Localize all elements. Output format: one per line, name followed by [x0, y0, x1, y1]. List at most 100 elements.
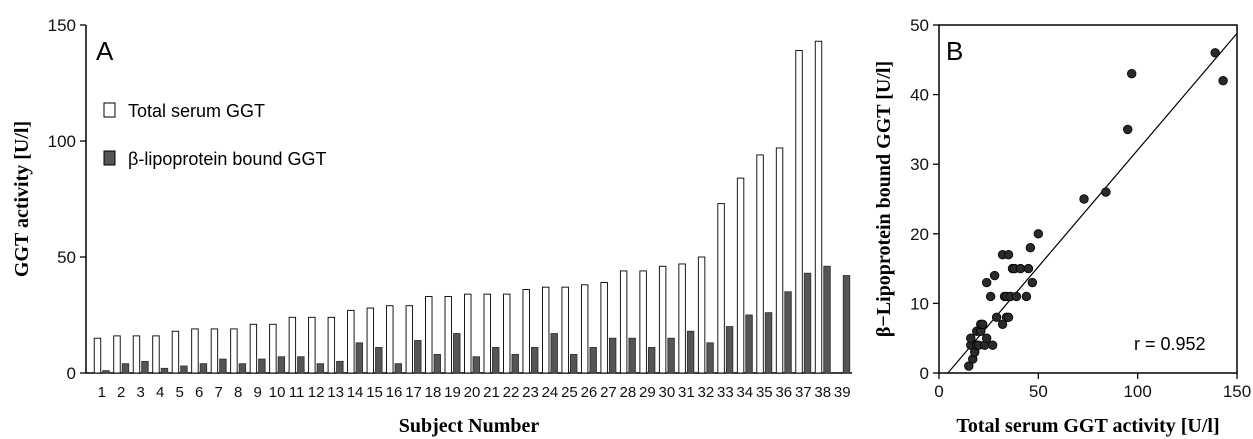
panel-a-x-tick-label: 20 — [464, 384, 481, 401]
panel-a-x-tick-label: 9 — [253, 384, 261, 401]
bar-total-serum-ggt — [658, 265, 667, 374]
panel-b-y-tick-label: 20 — [910, 225, 929, 244]
panel-a-x-tick-label: 21 — [483, 384, 500, 401]
scatter-point — [964, 361, 974, 371]
panel-a-x-tick-label: 3 — [137, 384, 145, 401]
bar-beta-lipoprotein-ggt — [238, 363, 247, 374]
bar-total-serum-ggt — [425, 295, 433, 374]
bar-total-serum-ggt — [249, 323, 258, 374]
bar-total-serum-ggt — [444, 295, 452, 374]
bar-total-serum-ggt — [171, 330, 180, 374]
bar-beta-lipoprotein-ggt — [589, 347, 597, 374]
bar-beta-lipoprotein-ggt — [667, 337, 675, 374]
bar-beta-lipoprotein-ggt — [764, 312, 773, 374]
bar-total-serum-ggt — [327, 316, 336, 374]
bar-total-serum-ggt — [464, 293, 472, 374]
bar-beta-lipoprotein-ggt — [102, 370, 110, 374]
scatter-point — [1033, 229, 1044, 239]
scatter-point — [981, 333, 992, 343]
scatter-point — [1127, 69, 1137, 79]
bar-total-serum-ggt — [230, 328, 238, 374]
bar-beta-lipoprotein-ggt — [414, 340, 422, 374]
panel-a-y-ticks: 0 50 100 150 — [48, 16, 86, 383]
bar-beta-lipoprotein-ggt — [277, 356, 286, 374]
bar-total-serum-ggt — [756, 154, 764, 374]
panel-a-x-tick-label: 29 — [639, 384, 656, 401]
scatter-point — [1003, 249, 1014, 260]
panel-b-y-ticks: 0 10 20 30 40 50 — [910, 16, 939, 383]
bar-beta-lipoprotein-ggt — [803, 272, 812, 374]
scatter-point — [1003, 312, 1014, 323]
panel-a-x-tick-label: 39 — [834, 384, 851, 401]
panel-a-x-tick-label: 30 — [659, 384, 676, 401]
bar-total-serum-ggt — [132, 335, 141, 374]
scatter-point — [981, 277, 992, 288]
panel-b-frame — [938, 24, 1238, 374]
bar-beta-lipoprotein-ggt — [531, 347, 539, 374]
scatter-point — [989, 270, 1000, 281]
panel-a-x-tick-label: 28 — [620, 384, 637, 401]
panel-b-y-tick-label: 0 — [920, 364, 929, 383]
bar-total-serum-ggt — [386, 305, 394, 374]
panel-a-x-tick-label: 7 — [214, 384, 222, 401]
scatter-point — [985, 291, 996, 302]
panel-a-y-axis-title: GGT activity [U/l] — [11, 121, 33, 277]
bar-beta-lipoprotein-ggt — [375, 347, 383, 374]
regression-line — [947, 32, 1238, 374]
panel-b-y-tick-label: 40 — [910, 86, 929, 105]
bar-beta-lipoprotein-ggt — [706, 342, 714, 374]
scatter-point — [1015, 263, 1026, 274]
bar-beta-lipoprotein-ggt — [628, 337, 636, 374]
legend-swatch-beta — [103, 150, 116, 166]
bar-beta-lipoprotein-ggt — [492, 347, 500, 374]
bar-total-serum-ggt — [717, 203, 725, 374]
bar-beta-lipoprotein-ggt — [453, 333, 461, 374]
bar-total-serum-ggt — [678, 263, 686, 374]
scatter-point — [991, 312, 1002, 323]
panel-a-legend: Total serum GGT β-lipoprotein bound GGT — [103, 101, 326, 169]
scatter-point — [1021, 291, 1032, 302]
bar-beta-lipoprotein-ggt — [745, 314, 753, 374]
bar-beta-lipoprotein-ggt — [784, 291, 792, 374]
scatter-point — [1011, 291, 1022, 302]
panel-a-x-tick-label: 37 — [795, 384, 812, 401]
panel-a-y-tick-label: 100 — [48, 132, 76, 151]
bar-total-serum-ggt — [405, 305, 413, 374]
bar-total-serum-ggt — [814, 40, 823, 374]
bar-beta-lipoprotein-ggt — [550, 333, 558, 374]
panel-a-x-tick-label: 12 — [308, 384, 325, 401]
bar-total-serum-ggt — [366, 307, 375, 374]
scatter-point — [1101, 187, 1111, 197]
panel-a-x-tick-label: 26 — [581, 384, 598, 401]
bar-beta-lipoprotein-ggt — [180, 365, 188, 374]
panel-b-y-axis-title: β−Lipoprotein bound GGT [U/l] — [873, 61, 895, 337]
bar-total-serum-ggt — [522, 289, 530, 374]
bar-beta-lipoprotein-ggt — [258, 358, 266, 374]
bar-total-serum-ggt — [697, 256, 706, 374]
bar-total-serum-ggt — [308, 316, 316, 374]
panel-a-x-tick-label: 15 — [366, 384, 383, 401]
bar-total-serum-ggt — [152, 335, 160, 374]
bar-beta-lipoprotein-ggt — [199, 363, 208, 374]
bar-beta-lipoprotein-ggt — [842, 275, 851, 374]
bar-beta-lipoprotein-ggt — [472, 356, 480, 374]
scatter-point — [978, 319, 988, 329]
panel-b-points — [964, 48, 1228, 371]
bar-total-serum-ggt — [619, 270, 628, 374]
panel-a-x-tick-label: 24 — [542, 384, 559, 401]
panel-a-x-tick-label: 19 — [444, 384, 461, 401]
panel-a-x-tick-label: 33 — [717, 384, 734, 401]
bar-total-serum-ggt — [113, 335, 121, 374]
bar-total-serum-ggt — [503, 293, 511, 374]
bar-total-serum-ggt — [639, 270, 647, 374]
correlation-annotation: r = 0.952 — [1134, 334, 1206, 354]
panel-a-x-tick-label: 18 — [425, 384, 442, 401]
scatter-point — [1023, 263, 1034, 274]
panel-a-bars — [93, 40, 851, 374]
bar-beta-lipoprotein-ggt — [297, 356, 305, 374]
legend-label-beta: β-lipoprotein bound GGT — [128, 149, 326, 169]
panel-b-x-tick-label: 0 — [934, 382, 943, 401]
panel-a-y-tick-label: 0 — [67, 364, 76, 383]
panel-a-x-ticks: 1 2 3 4 5 6 7 8 9 10 11 12 13 14 15 16 17 18 19 20 21 22 23 24 2… — [98, 384, 851, 401]
